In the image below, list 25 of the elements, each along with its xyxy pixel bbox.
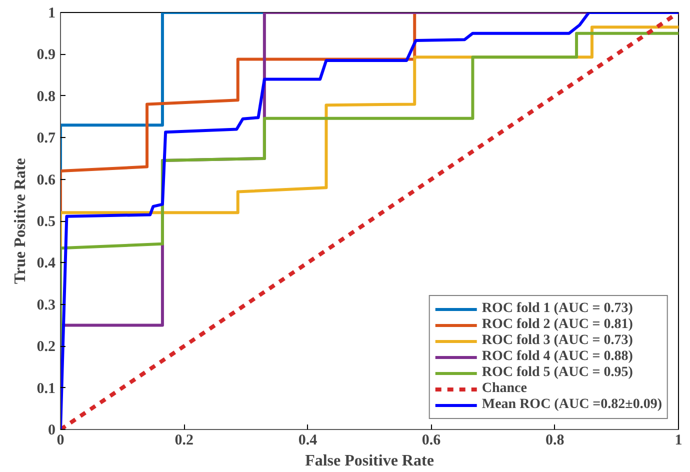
y-tick-label: 0.6 bbox=[36, 172, 56, 188]
x-tick-label: 0.8 bbox=[546, 432, 564, 448]
x-tick-label: 0.6 bbox=[422, 432, 442, 448]
legend-label: Chance bbox=[482, 381, 527, 397]
x-tick-label: 0.2 bbox=[174, 432, 194, 448]
y-tick-label: 0.9 bbox=[36, 47, 56, 64]
x-axis-title: False Positive Rate bbox=[305, 452, 434, 470]
legend-label: ROC fold 5 (AUC = 0.95) bbox=[482, 365, 633, 381]
y-tick-label: 0.7 bbox=[36, 130, 56, 147]
y-tick-label: 0.8 bbox=[36, 88, 56, 105]
y-tick-label: 0.4 bbox=[36, 256, 56, 272]
y-tick-label: 0.2 bbox=[36, 339, 56, 356]
legend-label: Mean ROC (AUC =0.82±0.09) bbox=[482, 397, 662, 413]
y-axis-title: True Positive Rate bbox=[12, 158, 29, 284]
legend-label: ROC fold 1 (AUC = 0.73) bbox=[482, 301, 633, 317]
y-tick-label: 0.3 bbox=[36, 297, 56, 314]
legend-label: ROC fold 2 (AUC = 0.81) bbox=[482, 317, 633, 333]
legend-label: ROC fold 4 (AUC = 0.88) bbox=[482, 349, 633, 365]
x-tick-label: 0.4 bbox=[298, 432, 318, 448]
legend-label: ROC fold 3 (AUC = 0.73) bbox=[482, 333, 633, 349]
y-tick-label: 1 bbox=[48, 6, 56, 22]
y-tick-label: 0 bbox=[48, 422, 56, 438]
y-tick-label: 0.1 bbox=[36, 380, 56, 397]
y-tick-label: 0.5 bbox=[36, 214, 56, 230]
x-tick-label: 1 bbox=[674, 432, 682, 448]
